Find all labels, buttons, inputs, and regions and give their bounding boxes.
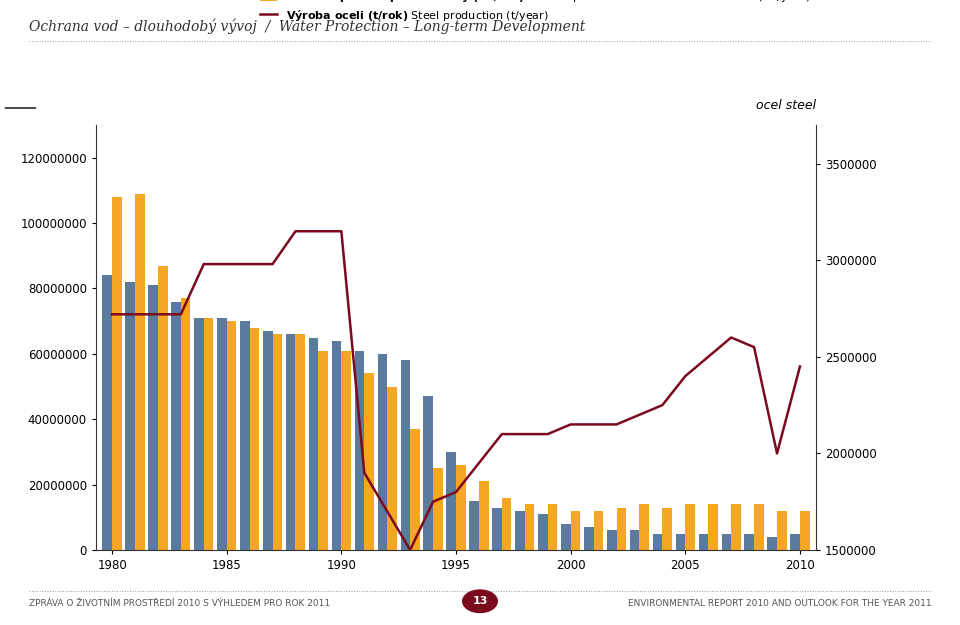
- Bar: [516, 511, 525, 550]
- Bar: [148, 285, 157, 550]
- Bar: [639, 504, 649, 550]
- Bar: [342, 351, 351, 550]
- Bar: [800, 511, 809, 550]
- Bar: [593, 511, 603, 550]
- Bar: [364, 374, 373, 550]
- Bar: [126, 282, 135, 550]
- Bar: [217, 318, 227, 550]
- Bar: [699, 534, 708, 550]
- Bar: [685, 504, 695, 550]
- Bar: [607, 531, 616, 550]
- Bar: [548, 504, 558, 550]
- Bar: [273, 334, 282, 550]
- Text: ENVIRONMENTAL REPORT 2010 AND OUTLOOK FOR THE YEAR 2011: ENVIRONMENTAL REPORT 2010 AND OUTLOOK FO…: [628, 599, 931, 608]
- Bar: [767, 537, 777, 550]
- Bar: [790, 534, 800, 550]
- Bar: [676, 534, 685, 550]
- Text: Ochrana vod – dlouhodobý vývoj  /  Water Protection – Long-term Development: Ochrana vod – dlouhodobý vývoj / Water P…: [29, 19, 586, 34]
- Bar: [180, 298, 190, 550]
- Bar: [653, 534, 662, 550]
- Bar: [194, 318, 204, 550]
- Bar: [479, 481, 489, 550]
- Bar: [755, 504, 764, 550]
- Bar: [103, 276, 112, 550]
- Bar: [423, 396, 433, 550]
- Text: 13: 13: [472, 596, 488, 606]
- Bar: [708, 504, 718, 550]
- Text: ZPRÁVA O ŽIVOTNÍM PROSTŘEDÍ 2010 S VÝHLEDEM PRO ROK 2011: ZPRÁVA O ŽIVOTNÍM PROSTŘEDÍ 2010 S VÝHLE…: [29, 599, 330, 608]
- Bar: [332, 341, 342, 550]
- Bar: [584, 527, 593, 550]
- Bar: [227, 321, 236, 550]
- Bar: [296, 334, 305, 550]
- Bar: [570, 511, 580, 550]
- Bar: [309, 338, 319, 550]
- Bar: [112, 197, 122, 550]
- Legend: $\bf{Množství\ odpadní\ vody\ (m³/rok)}$ Waste water released to water courses (: $\bf{Množství\ odpadní\ vody\ (m³/rok)}$…: [260, 0, 810, 23]
- Bar: [777, 511, 786, 550]
- Bar: [410, 429, 420, 550]
- Bar: [539, 514, 548, 550]
- Bar: [502, 498, 512, 550]
- Bar: [744, 534, 755, 550]
- Bar: [400, 361, 410, 550]
- Bar: [157, 266, 168, 550]
- Bar: [561, 524, 570, 550]
- Bar: [354, 351, 364, 550]
- Bar: [662, 508, 672, 550]
- Bar: [722, 534, 732, 550]
- Bar: [240, 321, 250, 550]
- Bar: [135, 194, 145, 550]
- Bar: [469, 501, 479, 550]
- Bar: [377, 354, 387, 550]
- Bar: [263, 331, 273, 550]
- Bar: [286, 334, 296, 550]
- Bar: [446, 452, 456, 550]
- Text: ocel steel: ocel steel: [756, 99, 816, 112]
- Bar: [171, 301, 180, 550]
- Bar: [616, 508, 626, 550]
- Bar: [630, 531, 639, 550]
- Bar: [387, 386, 396, 550]
- Bar: [492, 508, 502, 550]
- Bar: [204, 318, 213, 550]
- Bar: [525, 504, 535, 550]
- Bar: [319, 351, 328, 550]
- Bar: [433, 468, 443, 550]
- Bar: [250, 328, 259, 550]
- Bar: [456, 465, 466, 550]
- Bar: [732, 504, 741, 550]
